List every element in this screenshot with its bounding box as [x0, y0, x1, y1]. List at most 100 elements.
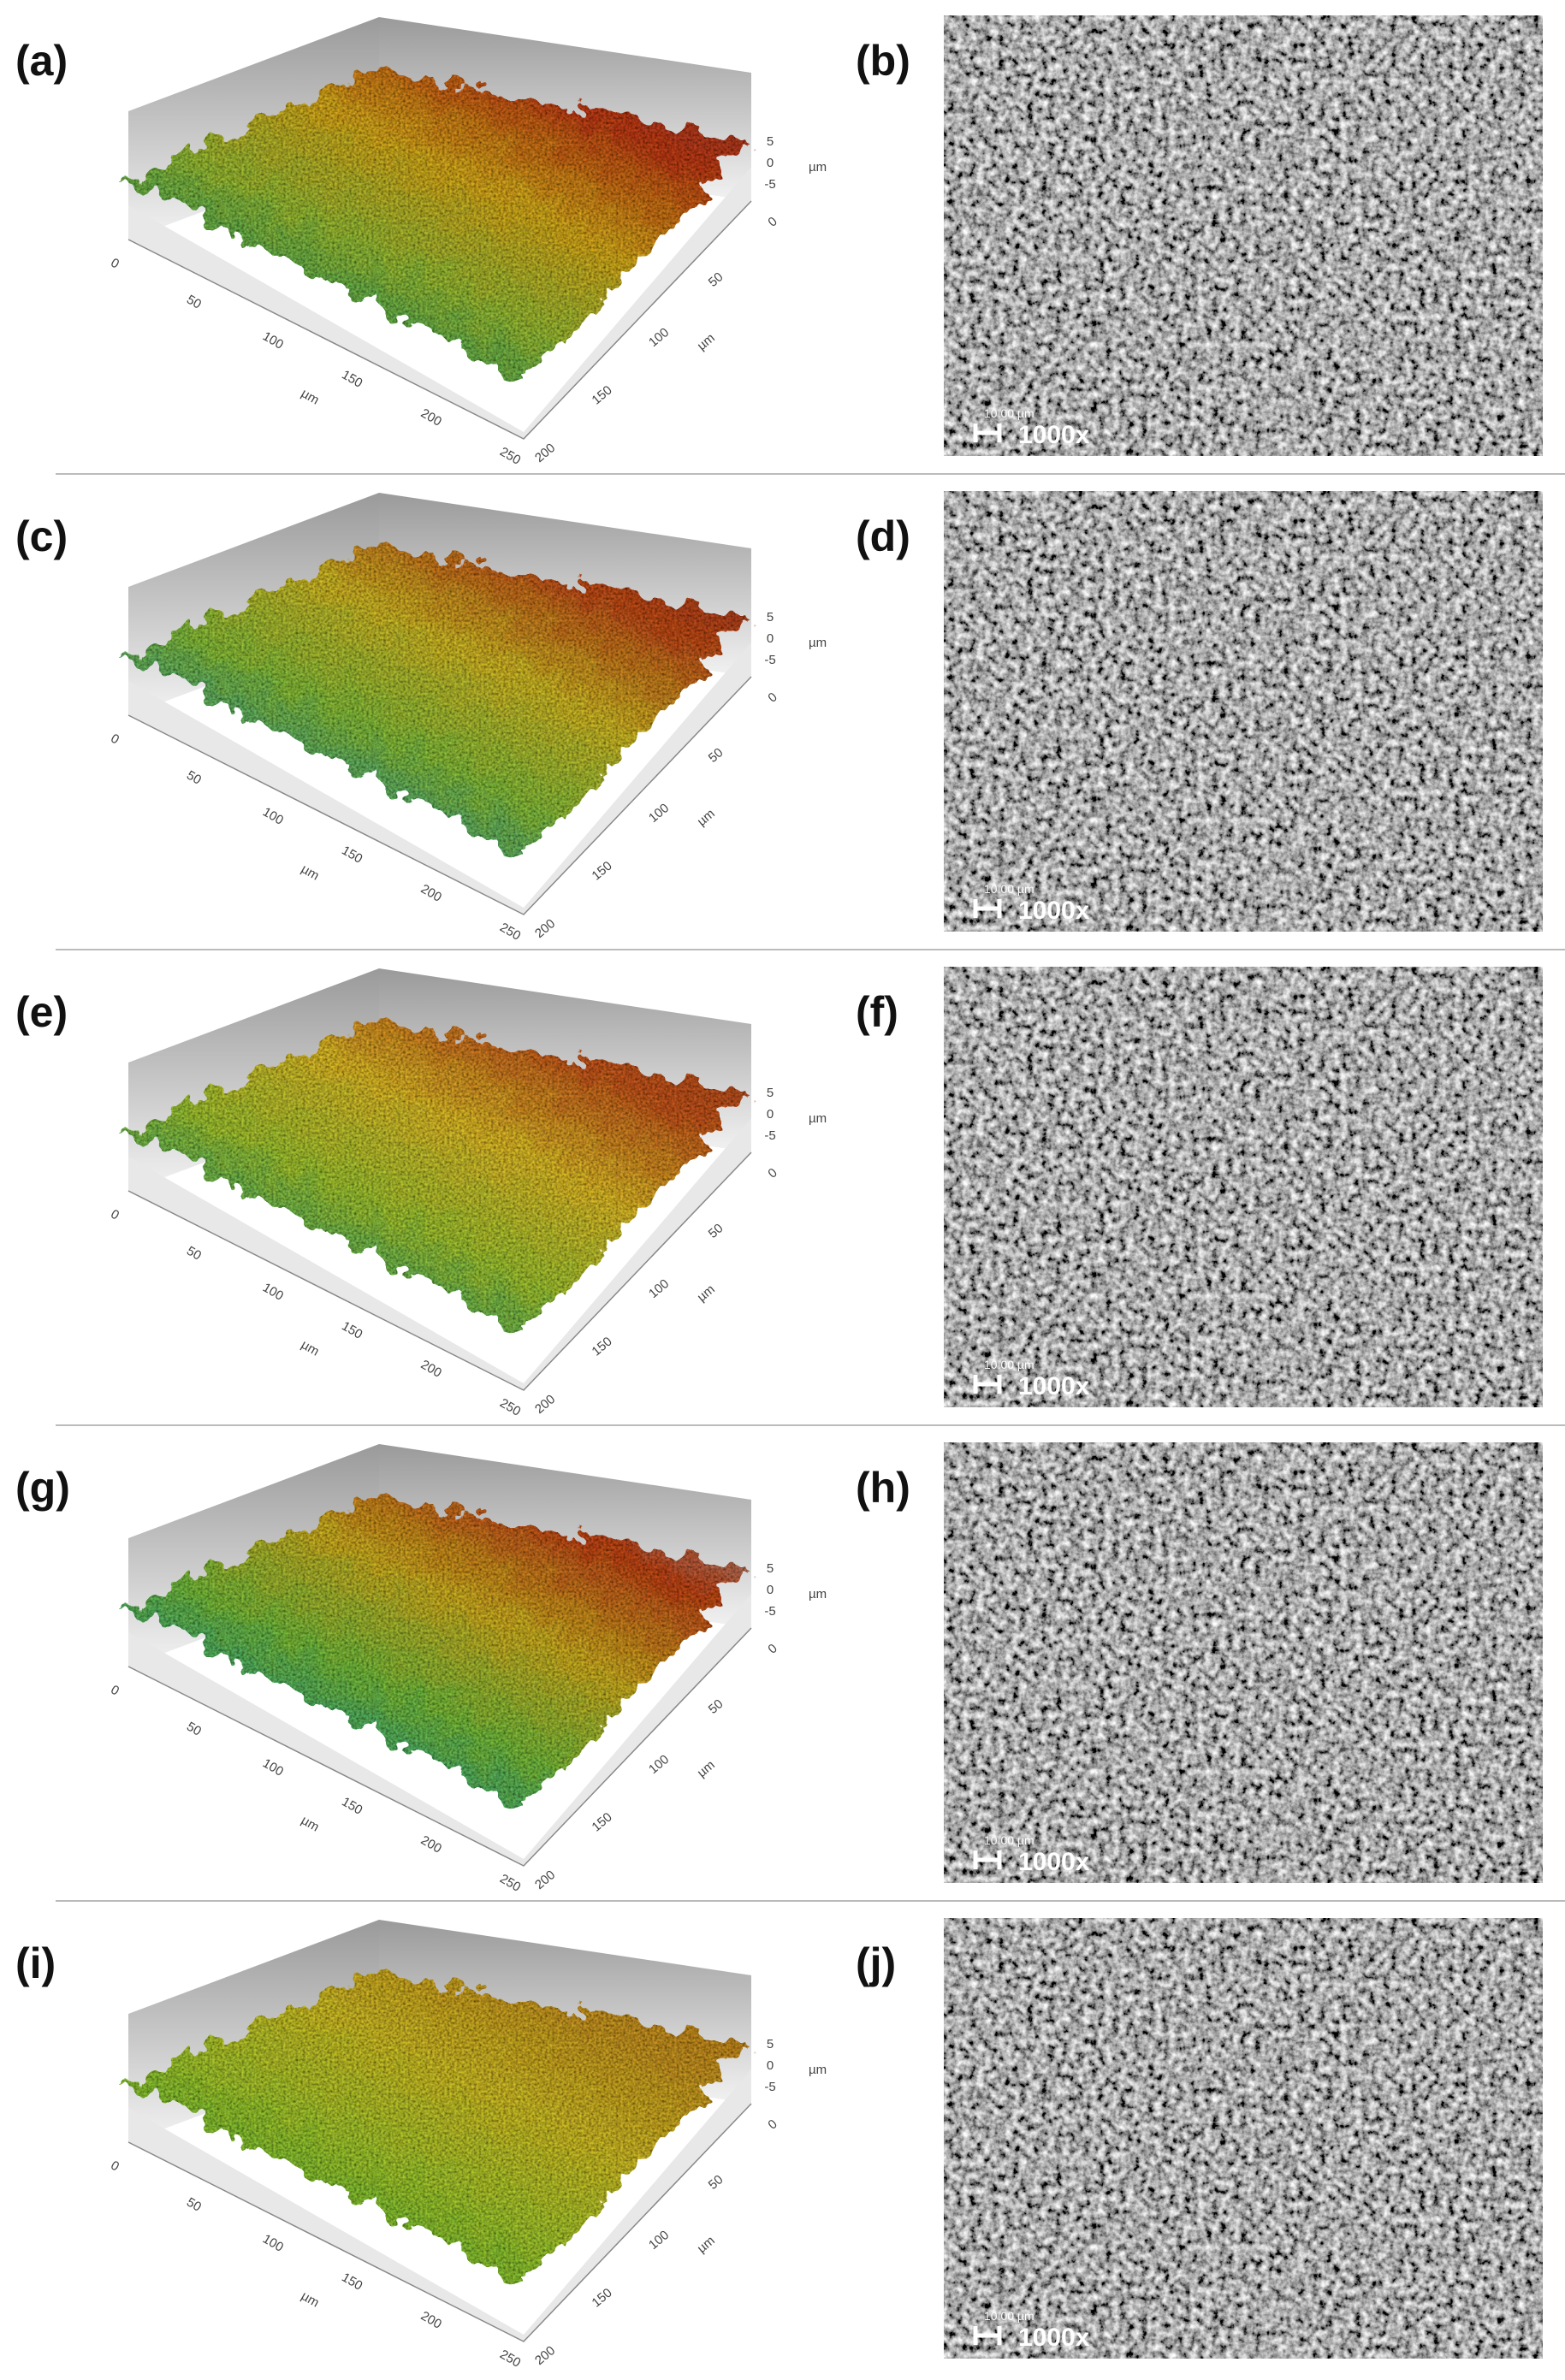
- surface: [128, 68, 751, 381]
- x-tick-label: 100: [260, 329, 286, 352]
- z-unit: µm: [809, 160, 827, 175]
- panel-label: (h): [856, 1464, 910, 1512]
- panel-row: 050100150200250µm050100150200µm50-5µm(a)…: [15, 15, 1543, 468]
- y-tick-label: 100: [646, 1276, 672, 1301]
- x-unit: µm: [299, 1337, 322, 1359]
- x-tick-label: 0: [108, 1683, 122, 1699]
- z-tick-label: -5: [764, 653, 775, 667]
- z-tick-label: 0: [767, 631, 774, 646]
- y-unit: µm: [695, 1282, 718, 1305]
- y-unit: µm: [695, 1757, 718, 1780]
- panel-row: 050100150200250µm050100150200µm50-5µm(g)…: [15, 1424, 1565, 1895]
- x-tick-label: 250: [497, 2347, 523, 2370]
- panel-label: (d): [856, 512, 910, 560]
- y-tick-label: 150: [590, 382, 615, 407]
- axis-edge: [127, 676, 752, 915]
- front-face: [128, 642, 751, 915]
- x-tick-label: 150: [339, 843, 365, 866]
- scale-bar-label: 10.00 µm: [984, 1358, 1034, 1371]
- z-tick-label: 5: [767, 2037, 774, 2051]
- panel-row: 050100150200250µm050100150200µm50-5µm(c)…: [15, 473, 1565, 944]
- z-tick-label: 0: [767, 1583, 774, 1597]
- y-tick-label: 100: [646, 2228, 672, 2253]
- panel-label: (j): [856, 1939, 896, 1987]
- y-unit: µm: [695, 2233, 718, 2256]
- y-tick-label: 200: [532, 916, 558, 941]
- x-tick-label: 150: [339, 367, 365, 390]
- y-tick-label: 200: [532, 1392, 558, 1417]
- scale-bar-label: 10.00 µm: [984, 2309, 1034, 2323]
- y-tick-label: 0: [765, 214, 780, 229]
- x-tick-label: 0: [108, 731, 122, 748]
- z-unit: µm: [809, 636, 827, 650]
- y-tick-label: 0: [765, 1165, 780, 1181]
- scale-bar: [973, 899, 1002, 918]
- y-tick-label: 0: [765, 1641, 780, 1656]
- x-tick-label: 250: [497, 1871, 523, 1894]
- panel-row: 050100150200250µm050100150200µm50-5µm(i)…: [15, 1900, 1565, 2371]
- scale-bar-label: 10.00 µm: [984, 1833, 1034, 1847]
- x-tick-label: 200: [418, 1832, 444, 1856]
- x-tick-label: 200: [418, 2308, 444, 2331]
- x-tick-label: 250: [497, 920, 523, 943]
- x-tick-label: 150: [339, 1318, 365, 1341]
- sem-image: [944, 967, 1543, 1407]
- y-tick-label: 50: [706, 1221, 726, 1241]
- axis-edge: [127, 2103, 752, 2342]
- scale-bar: [973, 1850, 1002, 1869]
- y-tick-label: 0: [765, 2117, 780, 2132]
- z-tick-label: -5: [764, 1604, 775, 1619]
- y-tick-label: 150: [590, 1334, 615, 1359]
- panel-label: (g): [15, 1464, 70, 1512]
- z-tick-label: 0: [767, 1107, 774, 1122]
- panel-row: 050100150200250µm050100150200µm50-5µm(e)…: [15, 949, 1565, 1419]
- x-tick-label: 100: [260, 2231, 286, 2254]
- x-tick-label: 250: [497, 1395, 523, 1418]
- scale-bar: [973, 1375, 1002, 1394]
- z-tick-label: 0: [767, 2058, 774, 2073]
- x-tick-label: 250: [497, 444, 523, 467]
- y-tick-label: 150: [590, 858, 615, 883]
- scale-bar: [973, 423, 1002, 442]
- scale-bar: [973, 2326, 1002, 2345]
- x-tick-label: 100: [260, 1755, 286, 1779]
- panel-label: (e): [15, 988, 68, 1036]
- axis-edge: [127, 1152, 752, 1391]
- panel-label: (c): [15, 512, 68, 560]
- y-tick-label: 100: [646, 1752, 672, 1777]
- y-tick-label: 100: [646, 801, 672, 826]
- x-tick-label: 50: [184, 1720, 204, 1739]
- magnification: 1000x: [1018, 2324, 1090, 2352]
- sem-image: [944, 1918, 1543, 2359]
- magnification: 1000x: [1018, 1848, 1090, 1876]
- magnification: 1000x: [1018, 421, 1090, 449]
- x-tick-label: 50: [184, 768, 204, 788]
- y-tick-label: 150: [590, 2285, 615, 2310]
- z-tick-label: -5: [764, 1128, 775, 1143]
- z-unit: µm: [809, 2063, 827, 2077]
- x-tick-label: 50: [184, 1244, 204, 1264]
- y-tick-label: 50: [706, 745, 726, 766]
- magnification: 1000x: [1018, 1372, 1090, 1400]
- scale-bar-label: 10.00 µm: [984, 882, 1034, 896]
- y-tick-label: 100: [646, 325, 672, 350]
- front-face: [128, 1118, 751, 1390]
- y-tick-label: 150: [590, 1809, 615, 1834]
- y-unit: µm: [695, 806, 718, 829]
- x-tick-label: 150: [339, 1794, 365, 1817]
- surface: [128, 1971, 751, 2283]
- x-tick-label: 200: [418, 1357, 444, 1380]
- z-tick-label: 5: [767, 134, 774, 149]
- z-tick-label: 5: [767, 610, 774, 625]
- x-tick-label: 200: [418, 881, 444, 904]
- sem-image: [944, 1442, 1543, 1883]
- panel-label: (b): [856, 37, 910, 85]
- y-tick-label: 200: [532, 2343, 558, 2368]
- z-tick-label: -5: [764, 177, 775, 192]
- sem-image: [944, 15, 1543, 456]
- x-tick-label: 100: [260, 1280, 286, 1303]
